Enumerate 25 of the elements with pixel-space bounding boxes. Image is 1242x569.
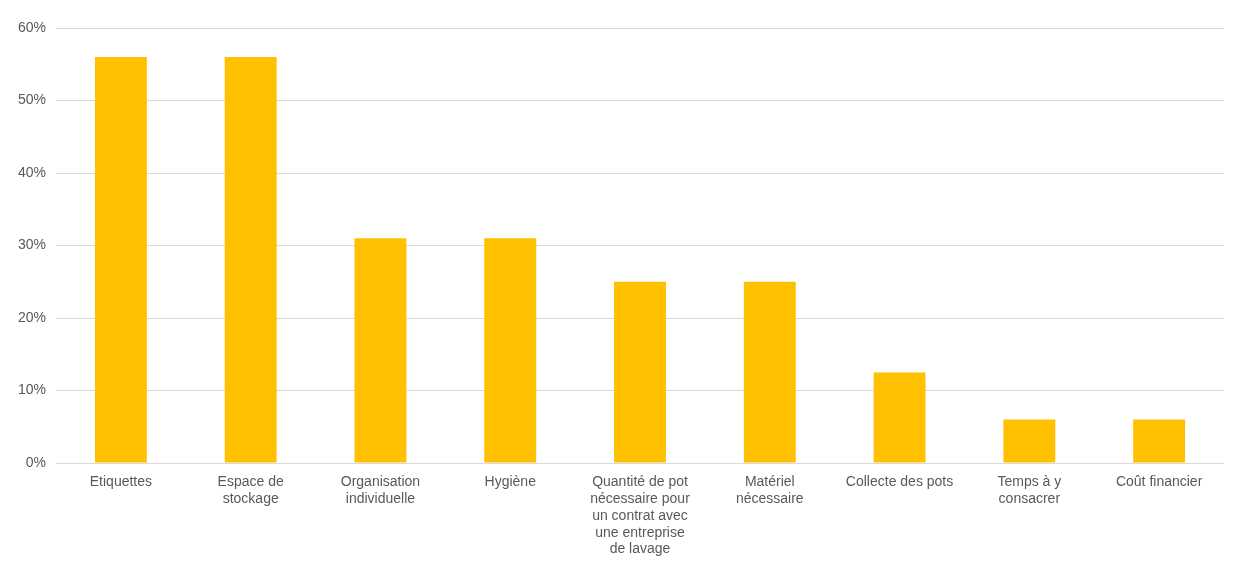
x-tick-label: Coût financier (1115, 473, 1203, 490)
bar (873, 372, 926, 463)
bar (354, 238, 407, 463)
x-tick-label: Etiquettes (89, 473, 153, 490)
x-tick-label: Hygiène (484, 473, 537, 490)
y-tick-label: 40% (17, 163, 47, 180)
bar (1133, 419, 1186, 463)
y-tick-label: 0% (25, 453, 47, 470)
bar (94, 57, 147, 463)
x-tick-label: Organisation individuelle (340, 473, 421, 507)
y-tick-label: 10% (17, 381, 47, 398)
y-tick-label: 30% (17, 236, 47, 253)
bar (743, 281, 796, 463)
y-tick-label: 20% (17, 308, 47, 325)
bar (614, 281, 666, 463)
bar (224, 57, 277, 463)
bar (1003, 419, 1056, 463)
y-tick-label: 60% (17, 18, 47, 35)
bar (484, 238, 537, 463)
x-tick-label: Temps à y consacrer (997, 473, 1062, 507)
x-tick-label: Matériel nécessaire (735, 473, 804, 507)
x-tick-label: Quantité de pot nécessaire pour un contrat avec une entreprise de lavage (590, 473, 691, 557)
x-tick-label: Espace de stockage (217, 473, 284, 507)
y-tick-label: 50% (17, 91, 47, 108)
x-tick-label: Collecte des pots (845, 473, 954, 490)
